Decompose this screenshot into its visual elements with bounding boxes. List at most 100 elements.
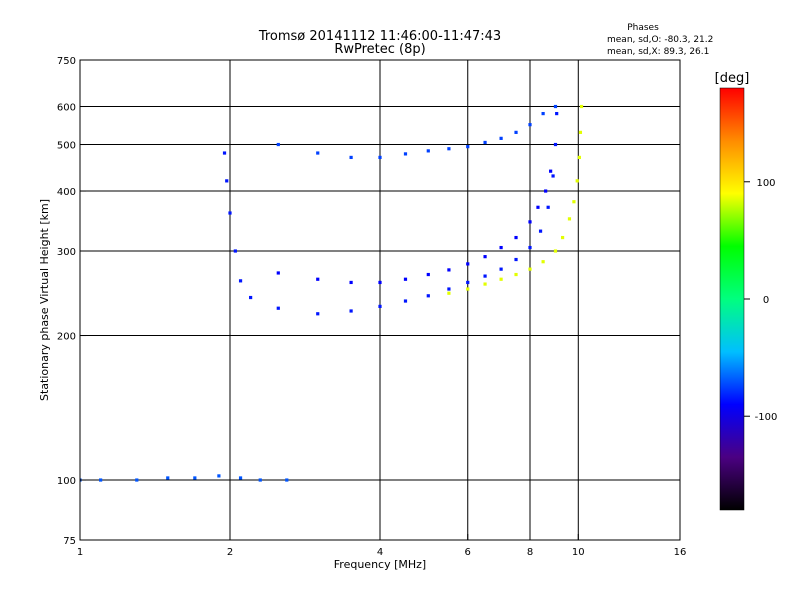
data-point [578,130,583,134]
data-point [553,249,558,253]
data-points [80,104,584,482]
grid-lines [80,60,680,540]
data-point [403,277,408,281]
data-point [228,211,232,215]
colorbar-tick-label: 0 [763,295,769,306]
data-point [549,169,553,173]
data-point [514,235,518,240]
x-tick-label: 2 [227,547,233,558]
data-point [514,272,518,277]
chart-title: Tromsø 20141112 11:46:00-11:47:43 [258,29,501,44]
y-tick-label: 200 [57,332,76,343]
data-point [514,130,518,134]
data-point [222,151,227,155]
data-point [378,155,382,160]
data-point [466,280,470,285]
data-point [499,267,503,271]
y-tick-label: 300 [57,247,76,258]
x-tick-label: 10 [572,547,585,558]
data-point [577,155,581,160]
data-point [238,279,243,283]
chart-subtitle: RwPretec (8p) [334,42,425,57]
data-point [447,287,451,291]
data-point [276,271,280,275]
data-point [575,179,579,183]
data-point [349,280,353,285]
data-point [276,142,280,147]
data-point [403,299,408,303]
data-point [238,476,243,480]
data-point [553,142,558,147]
data-point [99,478,103,482]
data-point [499,136,503,140]
data-point [193,476,197,480]
data-point [560,235,565,240]
y-tick-label: 100 [57,476,76,487]
data-point [553,104,558,109]
x-tick-label: 16 [674,547,687,558]
data-point [447,147,451,151]
data-point [378,304,382,309]
data-point [528,245,532,250]
data-point [285,478,289,482]
data-point [225,179,229,183]
x-tick-label: 8 [527,547,533,558]
y-tick-label: 600 [57,103,76,114]
y-tick-label: 750 [57,56,76,67]
data-point [544,189,548,193]
data-point [447,268,451,272]
y-tick-label: 500 [57,141,76,152]
data-point [514,257,518,262]
data-point [499,245,503,250]
data-point [528,220,532,224]
x-axis-ticks: 1 2 4 6 8 10 16 [77,534,687,558]
data-point [403,152,408,156]
x-axis-label: Frequency [MHz] [334,558,426,571]
data-point [541,260,545,264]
data-point [349,155,353,160]
data-point [426,272,430,277]
stats-header: Phases [627,23,659,33]
data-point [233,249,237,253]
data-point [258,478,262,482]
data-point [551,174,555,178]
data-point [316,277,320,281]
data-point [572,200,576,204]
colorbar [719,87,745,511]
stats-o-line: mean, sd,O: -80.3, 21.2 [607,35,713,45]
data-point [378,280,382,285]
y-tick-label: 400 [57,187,76,198]
data-point [536,205,540,209]
data-point [528,123,532,127]
data-point [426,149,430,153]
x-tick-label: 6 [465,547,471,558]
y-axis-label: Stationary phase Virtual Height [km] [38,199,51,401]
stats-x-line: mean, sd,X: 89.3, 26.1 [607,47,709,57]
data-point [546,205,550,209]
data-point [447,291,451,295]
data-point [166,476,170,480]
data-point [567,217,572,221]
x-tick-label: 1 [77,547,83,558]
data-point [528,267,532,271]
data-point [538,229,543,233]
data-point [466,145,470,149]
colorbar-ticks: 100 0 -100 [744,178,777,423]
colorbar-tick-label: 100 [756,178,775,189]
data-point [555,111,559,116]
data-point [499,277,503,281]
data-point [316,151,320,155]
colorbar-label: [deg] [715,71,750,86]
data-point [426,294,430,298]
x-tick-label: 4 [377,547,383,558]
data-point [579,104,584,109]
data-point [276,306,280,310]
data-point [135,478,139,482]
data-point [466,262,470,266]
colorbar-tick-label: -100 [755,412,778,423]
data-point [249,295,253,300]
data-point [483,274,487,278]
data-point [217,474,221,478]
data-point [316,312,320,316]
